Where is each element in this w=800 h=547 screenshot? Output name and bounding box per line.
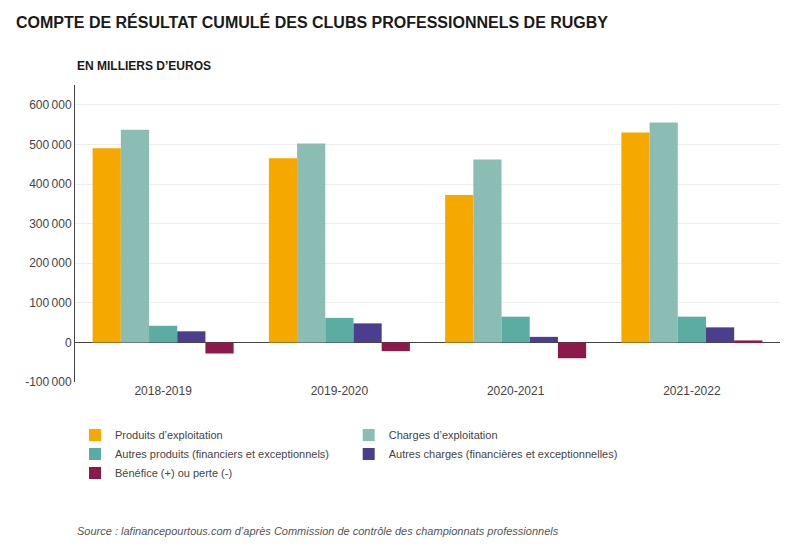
svg-text:100 000: 100 000 [29,296,72,310]
svg-text:2018-2019: 2018-2019 [134,384,192,398]
svg-text:200 000: 200 000 [29,256,72,270]
svg-text:400 000: 400 000 [29,177,72,191]
svg-text:Autres charges (financières et: Autres charges (financières et exception… [389,448,618,460]
svg-text:600 000: 600 000 [29,98,72,112]
svg-text:EN MILLIERS D’EUROS: EN MILLIERS D’EUROS [77,59,211,73]
svg-text:COMPTE DE RÉSULTAT CUMULÉ DES: COMPTE DE RÉSULTAT CUMULÉ DES CLUBS PROF… [16,13,608,31]
svg-text:2020-2021: 2020-2021 [487,384,545,398]
svg-text:2019-2020: 2019-2020 [311,384,369,398]
svg-text:0: 0 [65,336,72,350]
svg-text:-100 000: -100 000 [25,375,72,389]
svg-text:Produits d’exploitation: Produits d’exploitation [115,429,223,441]
svg-text:Bénéfice (+) ou perte (-): Bénéfice (+) ou perte (-) [115,467,232,479]
svg-text:Source : lafinancepourtous.com: Source : lafinancepourtous.com d’après C… [77,525,559,537]
svg-text:Autres produits (financiers et: Autres produits (financiers et exception… [115,448,329,460]
svg-text:2021-2022: 2021-2022 [663,384,721,398]
svg-text:500 000: 500 000 [29,138,72,152]
svg-text:300 000: 300 000 [29,217,72,231]
svg-text:Charges d’exploitation: Charges d’exploitation [389,429,498,441]
